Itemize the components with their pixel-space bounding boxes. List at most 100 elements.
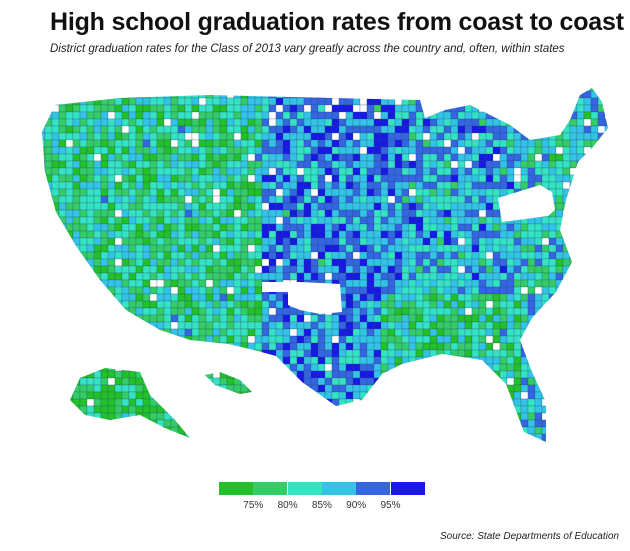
district-cell <box>303 265 312 274</box>
district-cell <box>366 90 375 99</box>
district-cell <box>51 328 60 337</box>
legend-tick-label: 85% <box>311 500 332 511</box>
district-cell <box>366 195 375 204</box>
district-cell <box>576 433 585 442</box>
district-cell <box>44 405 53 414</box>
district-cell <box>548 125 557 134</box>
district-cell <box>541 139 550 148</box>
district-cell <box>72 349 81 358</box>
district-cell <box>359 398 368 407</box>
district-cell <box>331 244 340 253</box>
district-cell <box>65 384 74 393</box>
district-cell <box>135 118 144 127</box>
district-cell <box>247 132 256 141</box>
district-cell <box>72 111 81 120</box>
district-cell <box>233 265 242 274</box>
district-cell <box>121 300 130 309</box>
district-cell <box>590 258 599 267</box>
district-cell <box>275 104 284 113</box>
district-cell <box>366 139 375 148</box>
district-cell <box>534 398 543 407</box>
district-cell <box>163 88 172 92</box>
district-cell <box>506 160 515 169</box>
district-cell <box>128 195 137 204</box>
district-cell <box>492 377 501 386</box>
district-cell <box>591 448 598 455</box>
district-cell <box>107 167 116 176</box>
district-cell <box>114 230 123 239</box>
district-cell <box>457 111 466 120</box>
district-cell <box>52 448 59 455</box>
district-cell <box>303 412 312 421</box>
district-cell <box>583 328 592 337</box>
district-cell <box>570 448 577 455</box>
district-cell <box>380 209 389 218</box>
district-cell <box>317 419 326 428</box>
district-cell <box>380 111 389 120</box>
district-cell <box>261 188 270 197</box>
district-cell <box>100 293 109 302</box>
district-cell <box>42 265 46 274</box>
district-cell <box>191 265 200 274</box>
district-cell <box>135 132 144 141</box>
district-cell <box>324 104 333 113</box>
district-cell <box>212 139 221 148</box>
district-cell <box>387 342 396 351</box>
district-cell <box>268 139 277 148</box>
district-cell <box>79 370 88 379</box>
district-cell <box>478 111 487 120</box>
district-cell <box>241 448 248 455</box>
district-cell <box>261 160 270 169</box>
district-cell <box>401 426 410 435</box>
district-cell <box>485 349 494 358</box>
district-cell <box>555 265 564 274</box>
district-cell <box>247 363 256 372</box>
no-data-pennsylvania <box>498 185 555 222</box>
district-cell <box>359 258 368 267</box>
district-cell <box>345 356 354 365</box>
district-cell <box>590 307 599 316</box>
district-cell <box>184 356 193 365</box>
district-cell <box>226 237 235 246</box>
district-cell <box>366 97 375 106</box>
district-cell <box>107 244 116 253</box>
district-cell <box>156 132 165 141</box>
district-cell <box>275 370 284 379</box>
district-cell <box>86 300 95 309</box>
district-cell <box>212 342 221 351</box>
district-cell <box>485 412 494 421</box>
district-cell <box>261 251 270 260</box>
district-cell <box>394 314 403 323</box>
district-cell <box>444 448 451 455</box>
district-cell <box>513 146 522 155</box>
district-cell <box>486 448 493 455</box>
district-cell <box>191 153 200 162</box>
district-cell <box>72 370 81 379</box>
district-cell <box>170 174 179 183</box>
district-cell <box>170 160 179 169</box>
district-cell <box>254 118 263 127</box>
district-cell <box>345 139 354 148</box>
district-cell <box>604 426 608 435</box>
district-cell <box>597 118 606 127</box>
district-cell <box>534 286 543 295</box>
district-cell <box>394 88 403 92</box>
district-cell <box>394 265 403 274</box>
district-cell <box>296 174 305 183</box>
district-cell <box>226 370 235 379</box>
district-cell <box>450 328 459 337</box>
district-cell <box>296 230 305 239</box>
district-cell <box>79 426 88 435</box>
district-cell <box>401 440 410 442</box>
district-cell <box>135 167 144 176</box>
district-cell <box>289 272 298 281</box>
district-cell <box>275 174 284 183</box>
district-cell <box>576 279 585 288</box>
district-cell <box>506 433 515 442</box>
district-cell <box>114 363 123 372</box>
district-cell <box>499 258 508 267</box>
district-cell <box>199 448 206 455</box>
district-cell <box>128 153 137 162</box>
district-cell <box>107 188 116 197</box>
district-cell <box>282 426 291 435</box>
